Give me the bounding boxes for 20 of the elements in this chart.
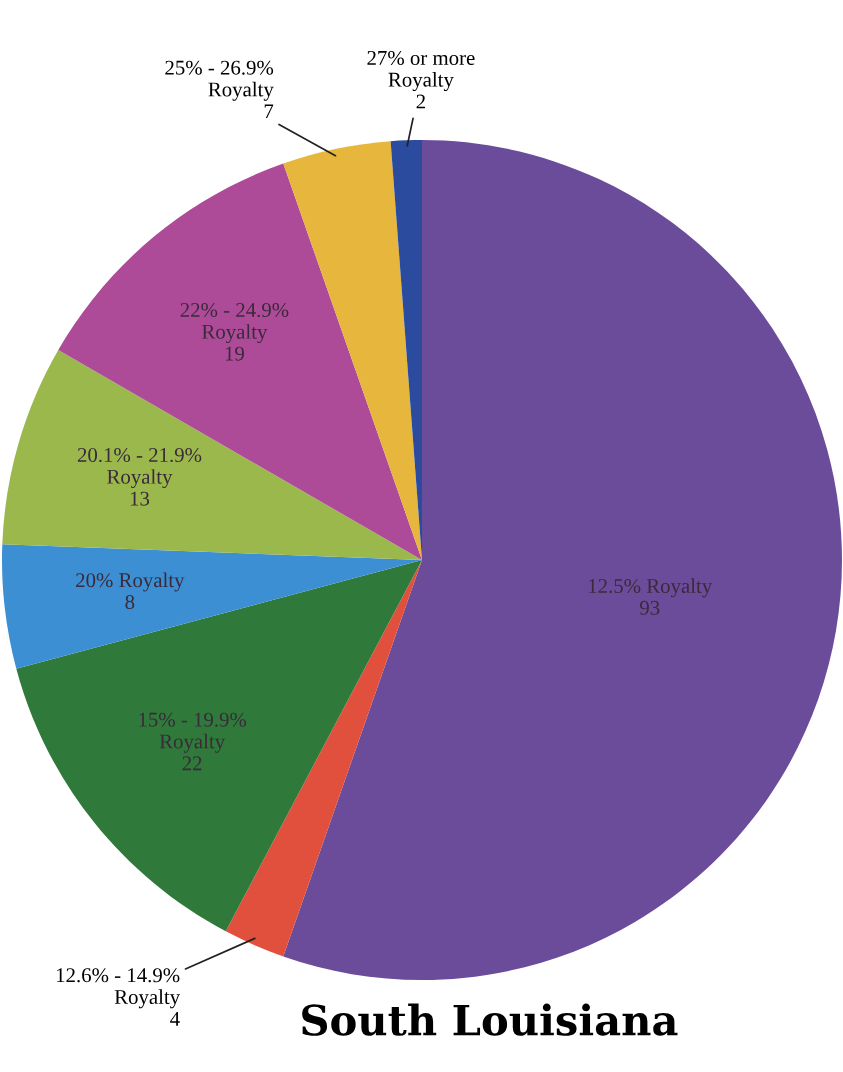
slice-label: 22% - 24.9% Royalty [180,302,289,344]
pie-slice [16,560,422,932]
slice-label: 25% - 26.9% Royalty [165,60,274,101]
slice-label: 12.5% Royalty [589,578,713,598]
pie-slice [2,544,422,669]
pie-slice [58,163,422,560]
text: South Louisiana [302,1003,678,1036]
slice-label: 20.1% - 21.9% Royalty [77,447,202,489]
slice-label: 12.6% - 14.9% Royalty [56,968,181,1009]
data-label: 22 [182,756,202,771]
slice-label: 27% or more Royalty [367,50,475,92]
slice-label: 15% - 19.9% Royalty [139,712,247,753]
data-label: 2 [416,94,425,109]
slice-label: 20% Royalty [76,572,185,592]
data-label: 19 [225,346,244,361]
data-label: 7 [264,104,274,119]
data-label: 13 [130,491,150,506]
data-label: 4 [170,1011,180,1026]
data-label: 93 [639,600,660,615]
data-label: 8 [125,594,135,610]
